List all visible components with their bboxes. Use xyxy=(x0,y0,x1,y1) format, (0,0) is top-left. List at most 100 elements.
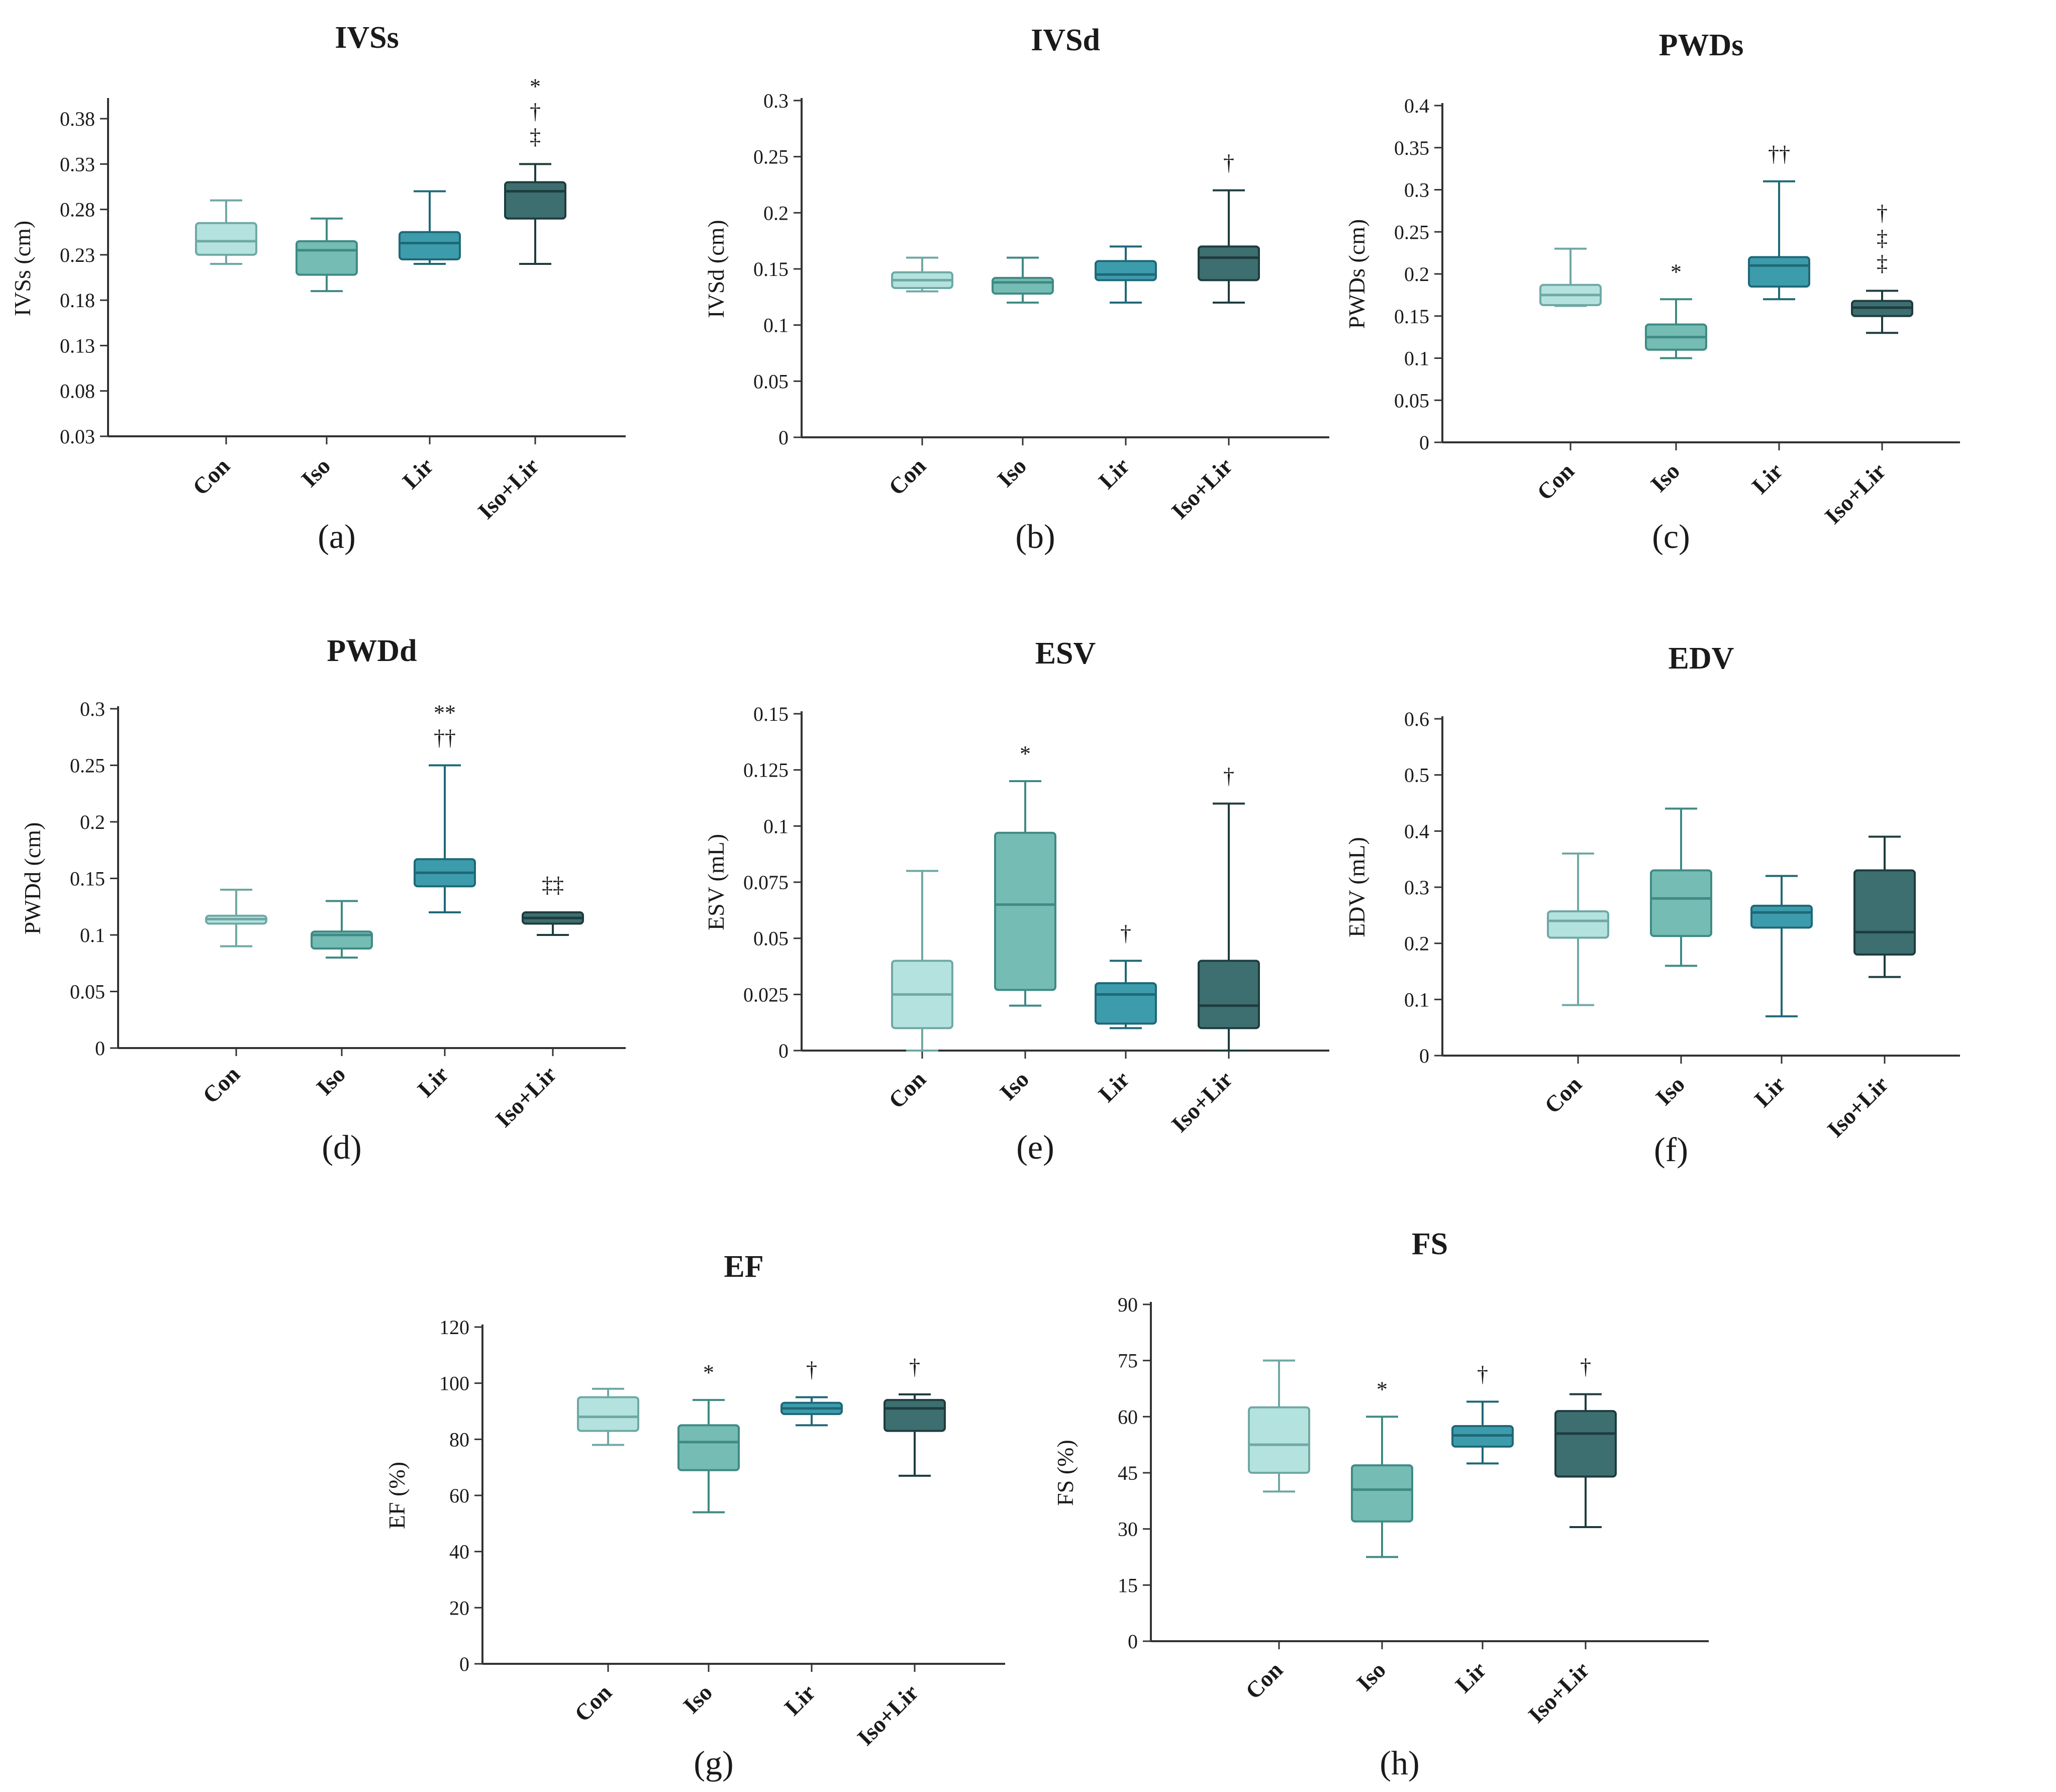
x-tick-label: Lir xyxy=(1094,453,1134,494)
iqr-box xyxy=(399,231,461,260)
x-tick-label: Iso xyxy=(995,1066,1034,1105)
y-tick-label: 0 xyxy=(95,1037,105,1060)
panel-label: (g) xyxy=(694,1744,733,1782)
box-lir: † Lir xyxy=(779,1358,843,1720)
y-tick-label: 0.1 xyxy=(763,815,789,837)
box-iso-lir: †‡‡Iso+Lir xyxy=(1820,201,1913,529)
y-axis-label: EF (%) xyxy=(384,1462,410,1529)
chart-panel-6: EDV 0 0.1 0.2 0.3 0.4 0.5 0.6 EDV (mL) Con Iso Lir I… xyxy=(1344,641,1960,1169)
iqr-box xyxy=(1554,1410,1617,1478)
y-tick-label: 0.025 xyxy=(743,983,789,1006)
y-tick-label: 0.05 xyxy=(1394,389,1429,412)
iqr-box xyxy=(577,1396,639,1432)
box-con: Con xyxy=(1539,853,1609,1118)
y-tick-label: 45 xyxy=(1118,1462,1138,1484)
box-con: Con xyxy=(569,1387,639,1727)
iqr-box xyxy=(1650,869,1712,937)
iqr-box xyxy=(1748,256,1810,288)
y-tick-label: 90 xyxy=(1118,1293,1138,1316)
chart-title: ESV xyxy=(1035,636,1096,671)
panel-label: (f) xyxy=(1654,1130,1688,1169)
y-tick-label: 30 xyxy=(1118,1518,1138,1541)
significance-mark: * xyxy=(703,1360,714,1385)
x-tick-label: Con xyxy=(1539,1071,1587,1118)
iqr-box xyxy=(1198,245,1260,281)
y-tick-label: 0.25 xyxy=(753,146,789,168)
chart-panel-2: IVSd 0 0.05 0.1 0.15 0.2 0.25 0.3 IVSd (cm) Con Is… xyxy=(703,23,1329,555)
y-tick-label: 0.13 xyxy=(60,334,95,357)
box-lir: Lir xyxy=(398,190,461,494)
iqr-box xyxy=(994,831,1056,991)
y-tick-label: 0.15 xyxy=(753,258,789,280)
y-tick-label: 0.2 xyxy=(763,202,789,224)
y-tick-label: 0 xyxy=(1419,431,1429,454)
y-tick-label: 0 xyxy=(778,426,789,449)
x-tick-label: Iso+Lir xyxy=(1166,453,1237,524)
significance-mark: ‡ xyxy=(1877,251,1888,276)
x-tick-label: Iso xyxy=(1645,458,1685,497)
chart-title: EDV xyxy=(1669,641,1734,676)
y-tick-label: 15 xyxy=(1118,1574,1138,1596)
x-tick-label: Iso xyxy=(311,1061,350,1100)
y-tick-label: 0.05 xyxy=(753,927,789,950)
y-tick-label: 0.2 xyxy=(1404,263,1429,286)
iqr-box xyxy=(1095,982,1157,1025)
significance-mark: † xyxy=(909,1355,920,1379)
y-tick-label: 0.3 xyxy=(1404,876,1429,899)
x-tick-label: Con xyxy=(884,453,931,500)
y-tick-label: 0.075 xyxy=(743,871,789,894)
y-axis-label: PWDd (cm) xyxy=(20,822,45,935)
y-tick-label: 0 xyxy=(778,1040,789,1062)
y-tick-label: 0.25 xyxy=(70,754,105,777)
box-lir: **†† Lir xyxy=(413,701,476,1102)
significance-mark: †† xyxy=(1768,142,1790,166)
chart-panel-1: IVSs 0.03 0.08 0.13 0.18 0.23 0.28 0.33 0.38 IVSs… xyxy=(10,21,626,555)
y-tick-label: 0.08 xyxy=(60,380,95,403)
x-tick-label: Iso+Lir xyxy=(1820,458,1891,529)
chart-title: FS xyxy=(1412,1227,1448,1261)
x-tick-label: Iso+Lir xyxy=(491,1061,561,1132)
x-tick-label: Lir xyxy=(1450,1657,1491,1697)
y-tick-label: 0.4 xyxy=(1404,820,1429,842)
box-con: Con xyxy=(884,256,953,500)
y-tick-label: 60 xyxy=(449,1484,469,1507)
panel-label: (d) xyxy=(322,1128,361,1166)
box-iso: Iso xyxy=(311,900,373,1100)
y-tick-label: 0 xyxy=(1128,1630,1138,1653)
significance-mark: ‡ xyxy=(1877,226,1888,251)
y-tick-label: 0.03 xyxy=(60,425,95,448)
chart-title: EF xyxy=(724,1250,763,1284)
y-tick-label: 0.1 xyxy=(80,924,105,947)
y-tick-label: 0.6 xyxy=(1404,708,1429,730)
box-iso-lir: † Iso+Lir xyxy=(1166,151,1260,524)
y-tick-label: 0.1 xyxy=(763,314,789,337)
box-lir: †† Lir xyxy=(1747,142,1810,499)
significance-mark: † xyxy=(1120,921,1131,946)
x-tick-label: Iso+Lir xyxy=(473,453,544,524)
iqr-box xyxy=(992,276,1054,295)
x-tick-label: Con xyxy=(569,1679,617,1727)
y-tick-label: 0.15 xyxy=(70,868,105,890)
box-iso-lir: *†‡ Iso+Lir xyxy=(473,74,566,524)
y-tick-label: 0.2 xyxy=(1404,932,1429,955)
y-tick-label: 0.4 xyxy=(1404,95,1429,117)
x-tick-label: Lir xyxy=(1749,1071,1790,1112)
panel-label: (b) xyxy=(1015,517,1055,555)
chart-panel-8: FS 0 15 30 45 60 75 90 FS (%) Con * Iso † Lir † Iso+Lir… xyxy=(1052,1227,1709,1782)
panel-label: (c) xyxy=(1652,517,1690,555)
y-tick-label: 80 xyxy=(449,1428,469,1451)
y-tick-label: 0.125 xyxy=(743,759,789,782)
significance-mark: ‡ xyxy=(530,124,541,149)
box-iso-lir: † Iso+Lir xyxy=(1523,1355,1617,1728)
y-tick-label: 0.38 xyxy=(60,108,95,130)
y-tick-label: 0.05 xyxy=(753,370,789,393)
y-tick-label: 20 xyxy=(449,1596,469,1619)
box-lir: Lir xyxy=(1749,875,1813,1112)
y-tick-label: 0.28 xyxy=(60,199,95,221)
iqr-box xyxy=(195,222,257,256)
y-tick-label: 0.3 xyxy=(80,698,105,720)
iqr-box xyxy=(677,1424,740,1471)
iqr-box xyxy=(296,240,358,276)
iqr-box xyxy=(1750,904,1813,929)
